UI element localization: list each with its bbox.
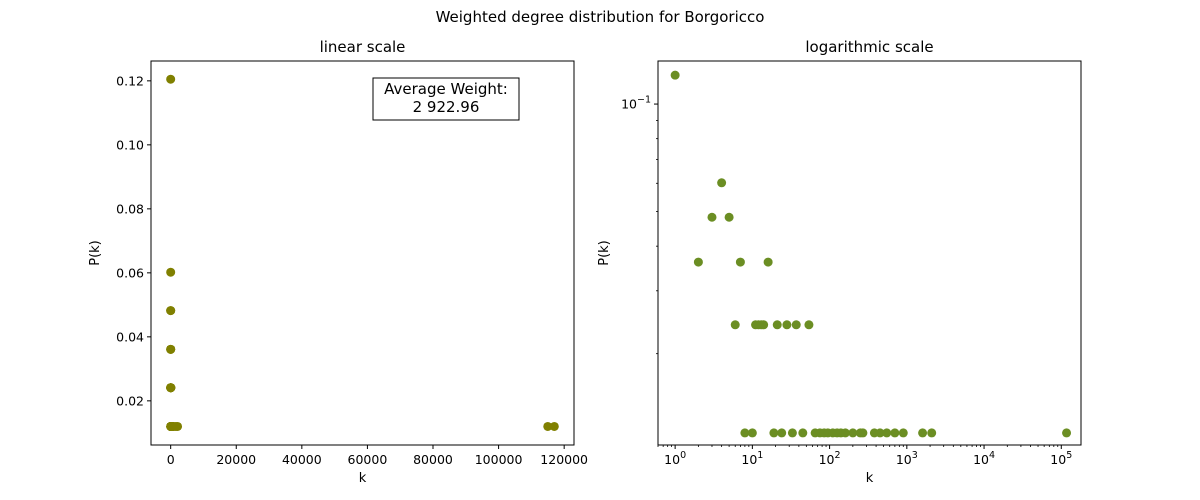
linear-x-tick-label: 100000: [475, 452, 523, 467]
log-data-point: [840, 428, 850, 438]
log-x-tick-label: 103: [896, 450, 918, 467]
linear-scale-plot: linear scale k P(k) 0 20000 40000 60000 80000 10…: [88, 38, 588, 486]
log-data-point: [927, 428, 937, 438]
log-data-point: [759, 320, 769, 330]
log-data-point: [717, 178, 727, 188]
linear-plot-title: linear scale: [320, 38, 406, 56]
log-x-tick-label: 104: [973, 450, 995, 467]
figure-suptitle: Weighted degree distribution for Borgori…: [436, 8, 765, 26]
log-data-point: [763, 257, 773, 267]
linear-data-point: [166, 383, 176, 393]
linear-x-tick-label: 120000: [540, 452, 588, 467]
log-data-point: [772, 320, 782, 330]
log-x-tick-label: 102: [819, 450, 841, 467]
linear-data-point: [543, 421, 553, 431]
log-data-point: [890, 428, 900, 438]
linear-y-tick-label: 0.04: [116, 329, 144, 344]
log-data-point: [875, 428, 885, 438]
log-x-axis-label: k: [866, 471, 874, 486]
log-data-point: [791, 320, 801, 330]
average-weight-label: Average Weight:: [384, 80, 508, 98]
linear-data-point: [166, 306, 176, 316]
linear-data-point: [166, 344, 176, 354]
linear-x-tick-label: 0: [167, 452, 175, 467]
log-axes-frame: [657, 60, 1082, 446]
linear-x-tick-label: 60000: [348, 452, 388, 467]
log-data-point: [882, 428, 892, 438]
log-data-point: [724, 212, 734, 222]
log-data-point: [898, 428, 908, 438]
linear-data-point: [166, 74, 176, 84]
linear-x-tick-label: 40000: [282, 452, 322, 467]
log-data-point: [918, 428, 928, 438]
log-data-point: [747, 428, 757, 438]
log-data-point: [769, 428, 779, 438]
log-data-point: [740, 428, 750, 438]
log-x-tick-label: 105: [1050, 450, 1072, 467]
log-y-tick-label: 10−1: [621, 95, 651, 112]
linear-data-point: [173, 421, 183, 431]
linear-axes-frame: [150, 60, 575, 446]
linear-y-tick-label: 0.10: [116, 137, 144, 152]
log-data-point: [707, 212, 717, 222]
log-data-point: [848, 428, 858, 438]
average-weight-value: 2 922.96: [413, 98, 480, 116]
log-data-point: [858, 428, 868, 438]
log-data-point: [804, 320, 814, 330]
linear-y-tick-label: 0.12: [116, 73, 144, 88]
log-data-point: [693, 257, 703, 267]
log-x-tick-label: 101: [741, 450, 763, 467]
linear-data-point: [549, 421, 559, 431]
log-y-axis-label: P(k): [597, 240, 612, 266]
log-x-tick-label: 100: [664, 450, 686, 467]
average-weight-box: [372, 77, 520, 121]
log-scale-plot: logarithmic scale k P(k) 100 101 102 103 104 105…: [597, 38, 1082, 486]
linear-y-tick-label: 0.08: [116, 201, 144, 216]
log-data-point: [1062, 428, 1072, 438]
linear-y-axis-label: P(k): [88, 240, 103, 266]
log-plot-title: logarithmic scale: [805, 38, 933, 56]
linear-data-point: [166, 267, 176, 277]
linear-x-axis-label: k: [359, 471, 367, 486]
log-data-point: [787, 428, 797, 438]
log-data-point: [777, 428, 787, 438]
linear-x-tick-label: 80000: [413, 452, 453, 467]
log-data-point: [670, 70, 680, 80]
linear-y-tick-label: 0.06: [116, 265, 144, 280]
linear-x-tick-label: 20000: [216, 452, 256, 467]
linear-y-tick-label: 0.02: [116, 393, 144, 408]
log-data-point: [782, 320, 792, 330]
log-data-point: [798, 428, 808, 438]
log-data-point: [730, 320, 740, 330]
log-data-point: [735, 257, 745, 267]
